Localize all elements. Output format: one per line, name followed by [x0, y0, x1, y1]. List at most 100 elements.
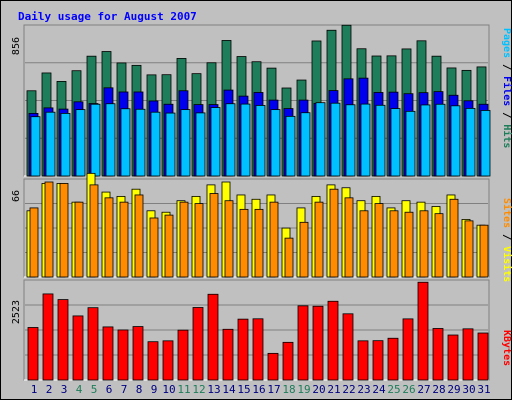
top-pages-bar-day-5: [90, 103, 101, 177]
top-pages-bar-day-17: [270, 109, 281, 177]
bot-kbytes-bar-day-4: [72, 315, 84, 381]
mid-sites-bar-day-18: [284, 237, 294, 278]
top-pages-bar-day-8: [135, 108, 146, 177]
bot-kbytes-bar-day-15: [237, 318, 249, 381]
hits-files-pages-panel: 856: [11, 24, 491, 177]
day-label-1: 1: [31, 383, 38, 396]
top-pages-bar-day-20: [315, 102, 326, 177]
day-label-17: 17: [267, 383, 280, 396]
top-pages-bar-day-25: [390, 108, 401, 177]
bot-kbytes-bar-day-14: [222, 328, 234, 381]
day-label-8: 8: [136, 383, 143, 396]
top-pages-bar-day-6: [105, 103, 116, 177]
top-legend-part: /: [501, 106, 512, 124]
top-pages-bar-day-9: [150, 111, 161, 177]
top-pages-bar-day-31: [480, 110, 491, 177]
top-legend: Pages / Files / Hits: [501, 28, 512, 148]
top-legend-part: Files: [501, 76, 512, 106]
bot-kbytes-bar-day-19: [297, 305, 309, 381]
day-label-25: 25: [387, 383, 400, 396]
top-pages-bar-day-1: [30, 116, 41, 177]
bot-kbytes-bar-day-20: [312, 305, 324, 381]
mid-sites-bar-day-8: [134, 194, 144, 278]
mid-sites-bar-day-14: [224, 200, 234, 278]
legends: Pages / Files / Hits Sites / Visits KBytes: [501, 28, 512, 366]
top-pages-bar-day-10: [165, 112, 176, 177]
mid-max-label: 66: [11, 190, 22, 202]
day-label-30: 30: [462, 383, 475, 396]
mid-sites-bar-day-27: [419, 210, 429, 278]
bot-legend: KBytes: [501, 330, 512, 366]
top-pages-bar-day-26: [405, 110, 416, 177]
bot-kbytes-bar-day-11: [177, 329, 189, 381]
mid-sites-bar-day-16: [254, 208, 264, 278]
day-label-19: 19: [297, 383, 310, 396]
top-max-label: 856: [11, 37, 22, 55]
top-pages-bar-day-13: [210, 107, 221, 177]
bot-kbytes-bar-day-9: [147, 341, 159, 381]
mid-sites-bar-day-13: [209, 193, 219, 278]
day-label-24: 24: [372, 383, 386, 396]
mid-sites-bar-day-7: [119, 201, 129, 278]
bot-kbytes-bar-day-27: [417, 281, 429, 381]
top-pages-bar-day-2: [45, 111, 56, 177]
day-label-5: 5: [91, 383, 98, 396]
day-label-9: 9: [151, 383, 158, 396]
mid-sites-bar-day-11: [179, 201, 189, 278]
mid-sites-bar-day-2: [44, 181, 54, 278]
day-label-31: 31: [477, 383, 490, 396]
mid-sites-bar-day-31: [479, 224, 489, 278]
day-label-21: 21: [327, 383, 340, 396]
top-pages-bar-day-3: [60, 113, 71, 177]
top-pages-bar-day-16: [255, 105, 266, 177]
top-pages-bar-day-12: [195, 112, 206, 177]
kbytes-panel: 2523: [11, 279, 490, 381]
top-pages-bar-day-27: [420, 104, 431, 177]
bot-kbytes-bar-day-2: [42, 293, 54, 381]
bot-kbytes-bar-day-24: [372, 340, 384, 381]
top-pages-bar-day-30: [465, 107, 476, 177]
mid-sites-bar-day-9: [149, 217, 159, 278]
top-pages-bar-day-28: [435, 103, 446, 177]
bot-kbytes-bar-day-17: [267, 352, 279, 381]
top-legend-part: Hits: [501, 124, 512, 148]
mid-sites-bar-day-15: [239, 208, 249, 278]
day-label-26: 26: [402, 383, 415, 396]
mid-sites-bar-day-1: [29, 207, 39, 278]
bot-kbytes-bar-day-3: [57, 299, 69, 381]
mid-sites-bar-day-3: [59, 183, 69, 278]
top-pages-bar-day-19: [300, 112, 311, 177]
day-label-29: 29: [447, 383, 460, 396]
bot-legend-part: KBytes: [501, 330, 512, 366]
day-label-11: 11: [177, 383, 190, 396]
day-label-15: 15: [237, 383, 250, 396]
day-label-23: 23: [357, 383, 370, 396]
mid-sites-bar-day-28: [434, 213, 444, 278]
mid-sites-bar-day-30: [464, 220, 474, 278]
mid-sites-bar-day-21: [329, 188, 339, 278]
top-pages-bar-day-11: [180, 109, 191, 177]
bot-max-label: 2523: [11, 300, 22, 324]
bot-kbytes-bar-day-23: [357, 340, 369, 381]
day-label-14: 14: [222, 383, 236, 396]
bot-kbytes-bar-day-21: [327, 300, 339, 381]
day-axis-labels: 1 2 3 4 5 6 7 8 9 10 11 12 13 14 15 16 17 18 19 20 21 22 23 24 2…: [31, 383, 491, 396]
top-pages-bar-day-24: [375, 104, 386, 177]
day-label-13: 13: [207, 383, 220, 396]
mid-sites-bar-day-5: [89, 184, 99, 278]
mid-legend-part: /: [501, 228, 512, 246]
mid-sites-bar-day-6: [104, 197, 114, 278]
bot-kbytes-bar-day-8: [132, 326, 144, 381]
top-pages-bar-day-21: [330, 102, 341, 177]
mid-legend-part: Visits: [501, 246, 512, 282]
day-label-6: 6: [106, 383, 113, 396]
top-pages-bar-day-18: [285, 115, 296, 177]
bot-kbytes-bar-day-1: [27, 327, 39, 381]
bot-kbytes-bar-day-13: [207, 293, 219, 381]
day-label-16: 16: [252, 383, 265, 396]
mid-sites-bar-day-10: [164, 214, 174, 278]
mid-legend-part: Sites: [501, 198, 512, 228]
bot-kbytes-bar-day-28: [432, 328, 444, 381]
day-label-27: 27: [417, 383, 430, 396]
